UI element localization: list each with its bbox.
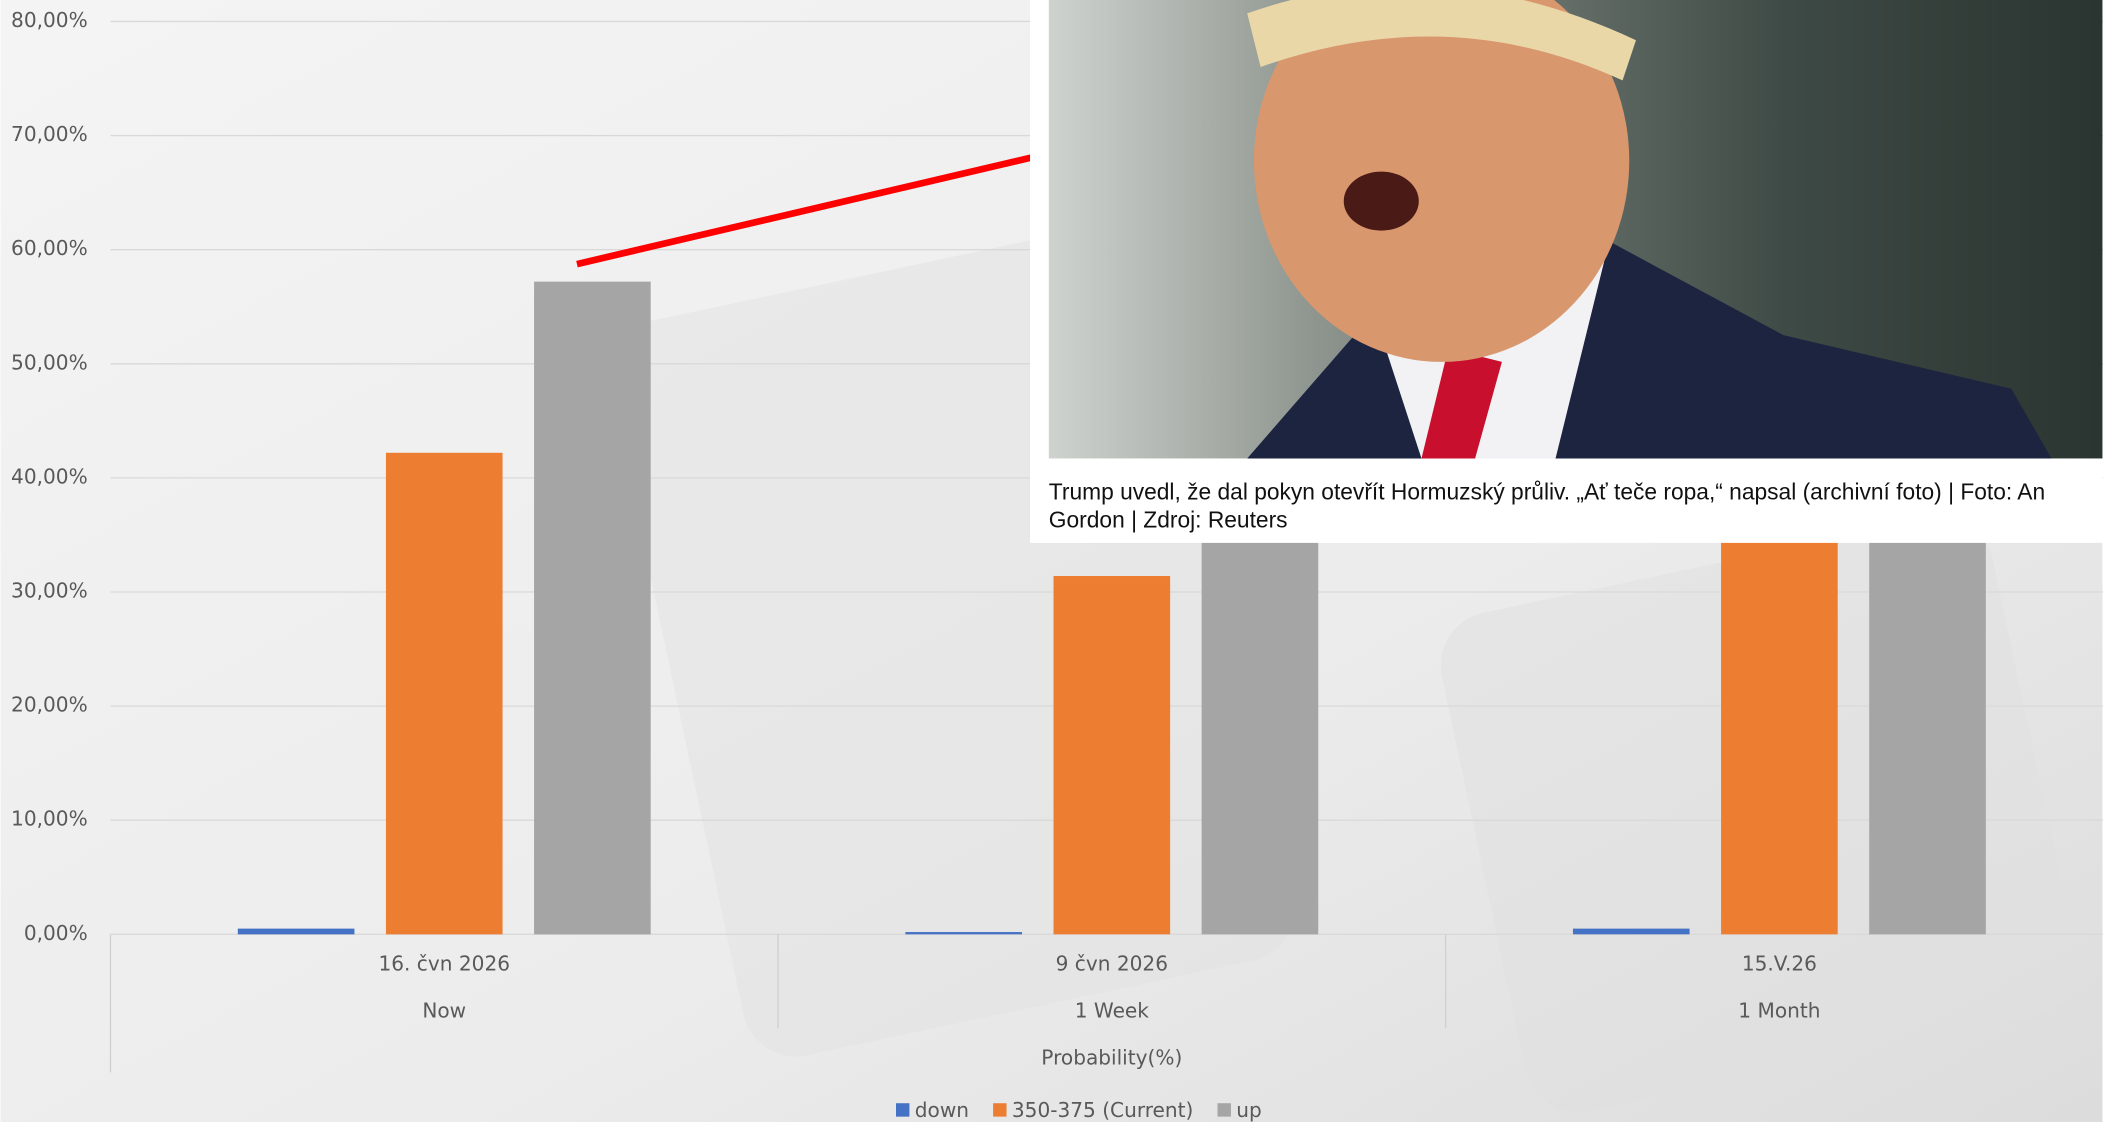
bar xyxy=(905,932,1023,935)
y-tick-label: 30,00% xyxy=(11,578,88,602)
legend-swatch xyxy=(1217,1103,1231,1117)
photo-face xyxy=(1253,0,1630,362)
legend: down 350-375 (Current) up xyxy=(896,1098,1262,1122)
legend-label: up xyxy=(1236,1098,1262,1122)
bar xyxy=(534,281,651,935)
y-tick-label: 0,00% xyxy=(24,921,88,945)
x-subcategory-label: Now xyxy=(422,999,466,1023)
photo-hair xyxy=(1247,0,1636,81)
y-tick-label: 10,00% xyxy=(11,807,88,831)
annotation-line xyxy=(576,150,1047,268)
legend-label: down xyxy=(915,1098,969,1122)
x-tick-label: 9 čvn 2026 xyxy=(1056,952,1168,976)
x-subcategory-label: 1 Week xyxy=(1075,999,1150,1023)
y-tick-label: 70,00% xyxy=(11,122,88,146)
y-tick-label: 50,00% xyxy=(11,350,88,374)
bar xyxy=(385,452,503,935)
photo-mouth xyxy=(1343,171,1419,231)
x-axis-title: Probability(%) xyxy=(1041,1045,1182,1069)
photo-card: Trump uvedl, že dal pokyn otevřít Hormuz… xyxy=(1030,0,2103,543)
y-tick-label: 20,00% xyxy=(11,693,88,717)
x-tick-label: 15.V.26 xyxy=(1742,952,1817,976)
bar xyxy=(237,928,355,935)
y-tick-label: 80,00% xyxy=(11,8,88,32)
bar xyxy=(1721,472,1838,935)
legend-swatch xyxy=(993,1103,1007,1117)
bar xyxy=(1053,576,1171,935)
x-subcategory-label: 1 Month xyxy=(1738,999,1820,1023)
bar xyxy=(1572,928,1690,935)
x-tick-label: 16. čvn 2026 xyxy=(378,952,510,976)
legend-swatch xyxy=(896,1103,910,1117)
y-tick-label: 60,00% xyxy=(11,236,88,260)
photo-caption: Trump uvedl, že dal pokyn otevřít Hormuz… xyxy=(1049,478,2045,504)
y-tick-label: 40,00% xyxy=(11,464,88,488)
legend-label: 350-375 (Current) xyxy=(1012,1098,1194,1122)
photo-caption: Gordon | Zdroj: Reuters xyxy=(1049,506,1288,532)
photo-tie xyxy=(1421,348,1502,459)
